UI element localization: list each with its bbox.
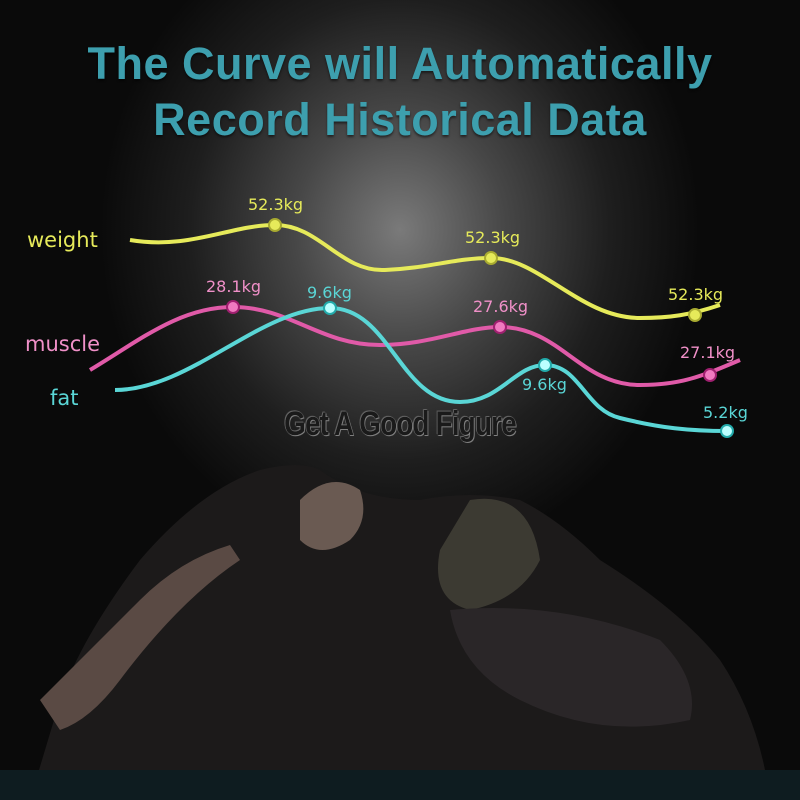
weight-point bbox=[688, 308, 702, 322]
weight-point bbox=[268, 218, 282, 232]
headline-line-1: The Curve will Automatically bbox=[87, 38, 713, 89]
muscle-point bbox=[703, 368, 717, 382]
muscle-point bbox=[493, 320, 507, 334]
yoga-woman-photo bbox=[0, 465, 800, 800]
weight-value-label: 52.3kg bbox=[248, 195, 303, 214]
weight-curve bbox=[129, 222, 721, 321]
muscle-value-label: 28.1kg bbox=[206, 277, 261, 296]
fat-value-label: 9.6kg bbox=[522, 375, 567, 394]
fat-value-label: 9.6kg bbox=[307, 283, 352, 302]
fat-point bbox=[323, 301, 337, 315]
fat-points bbox=[323, 301, 734, 438]
muscle-point bbox=[226, 300, 240, 314]
fat-curve bbox=[114, 305, 728, 433]
muscle-value-label: 27.1kg bbox=[680, 343, 735, 362]
weight-value-label: 52.3kg bbox=[668, 285, 723, 304]
fat-point bbox=[538, 358, 552, 372]
fat-series-label: fat bbox=[50, 386, 79, 410]
weight-points bbox=[268, 218, 702, 322]
muscle-curve bbox=[88, 304, 741, 388]
slogan: Get A Good Figure bbox=[284, 405, 517, 443]
weight-point bbox=[484, 251, 498, 265]
muscle-series-label: muscle bbox=[25, 332, 100, 356]
weight-series-label: weight bbox=[27, 228, 98, 252]
muscle-points bbox=[226, 300, 717, 382]
weight-value-label: 52.3kg bbox=[465, 228, 520, 247]
fat-value-label: 5.2kg bbox=[703, 403, 748, 422]
headline-line-2: Record Historical Data bbox=[153, 94, 647, 145]
muscle-value-label: 27.6kg bbox=[473, 297, 528, 316]
fat-point bbox=[720, 424, 734, 438]
